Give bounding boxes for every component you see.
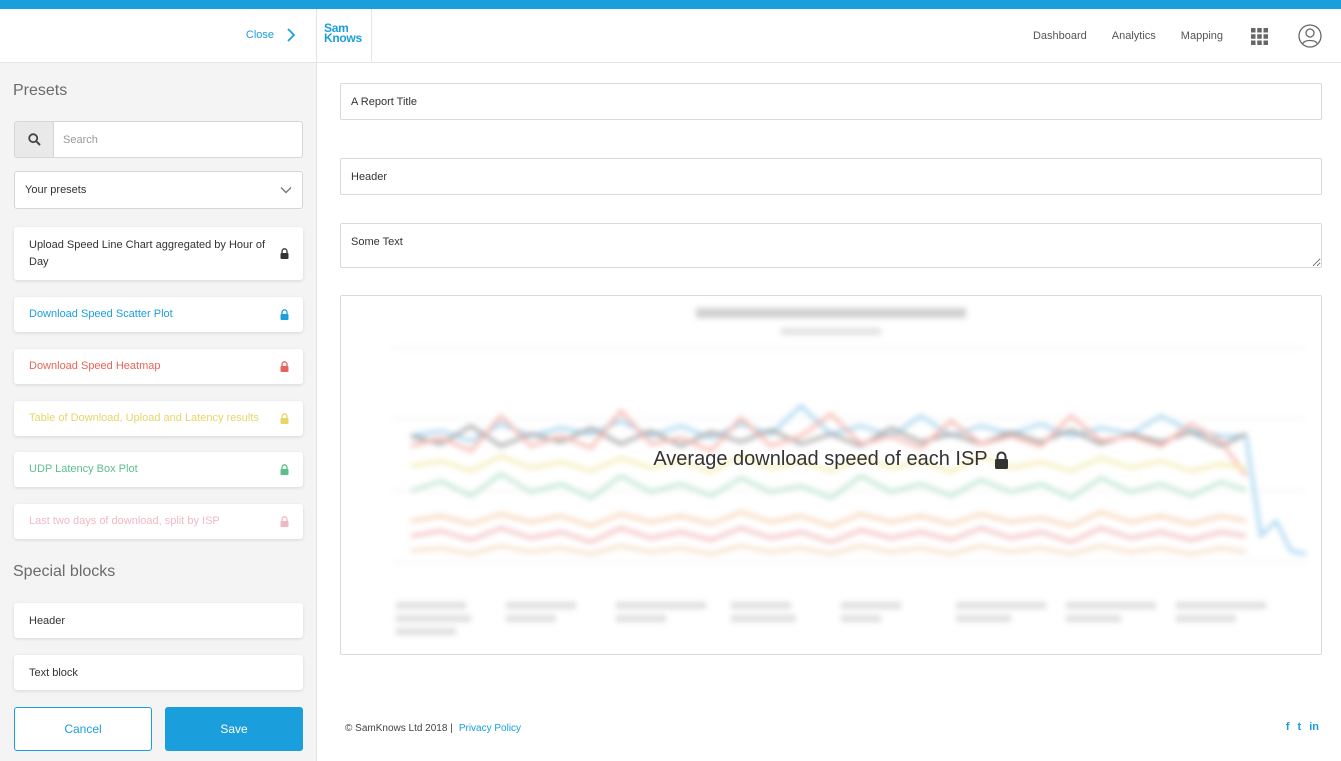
save-button[interactable]: Save (165, 707, 303, 751)
social-links: f t in (1286, 721, 1319, 733)
text-block-textarea[interactable]: Some Text (340, 223, 1322, 268)
preset-item[interactable]: Last two days of download, split by ISP (14, 504, 303, 539)
chevron-down-icon (280, 187, 292, 194)
linkedin-icon[interactable]: in (1309, 721, 1319, 733)
special-blocks-heading: Special blocks (13, 563, 116, 580)
top-accent-stripe (0, 0, 1341, 9)
preset-label: Upload Speed Line Chart aggregated by Ho… (29, 238, 266, 268)
logo-line: Sam (324, 21, 349, 35)
preset-item[interactable]: Download Speed Heatmap (14, 349, 303, 384)
chart-title: Average download speed of each ISP (653, 448, 988, 470)
search-input[interactable] (53, 121, 303, 158)
presets-heading: Presets (13, 82, 68, 99)
lock-icon (280, 413, 289, 424)
facebook-icon[interactable]: f (1285, 721, 1290, 733)
preset-label: Download Speed Heatmap (29, 360, 161, 372)
lock-icon (280, 309, 289, 320)
nav-dashboard[interactable]: Dashboard (1032, 30, 1087, 42)
logo-line: Knows (324, 31, 362, 45)
copyright-text: © SamKnows Ltd 2018 | (345, 723, 453, 734)
apps-grid-icon[interactable] (1251, 27, 1268, 45)
lock-icon (280, 248, 289, 259)
sidebar-header: Close (0, 9, 316, 63)
top-header: Sam Knows Dashboard Analytics Mapping (317, 9, 1341, 63)
report-title-input[interactable] (340, 83, 1322, 120)
preset-item[interactable]: Upload Speed Line Chart aggregated by Ho… (14, 227, 303, 280)
nav-analytics[interactable]: Analytics (1111, 30, 1156, 42)
preset-item[interactable]: UDP Latency Box Plot (14, 452, 303, 487)
chart-block[interactable]: Average download speed of each ISP (340, 295, 1322, 655)
twitter-icon[interactable]: t (1297, 721, 1302, 733)
lock-icon (280, 516, 289, 527)
special-block-text[interactable]: Text block (14, 655, 303, 690)
lock-icon (280, 464, 289, 475)
preset-label: UDP Latency Box Plot (29, 463, 138, 475)
preset-search (14, 121, 303, 158)
search-button[interactable] (14, 121, 53, 158)
presets-select[interactable]: Your presets (14, 171, 303, 209)
privacy-policy-link[interactable]: Privacy Policy (458, 723, 522, 734)
block-label: Header (29, 614, 66, 627)
special-block-header[interactable]: Header (14, 603, 303, 638)
main-nav: Dashboard Analytics Mapping (1033, 9, 1341, 63)
presets-sidebar: Close Presets Your presets Upload Speed … (0, 9, 317, 761)
lock-icon (280, 361, 289, 372)
presets-select-value: Your presets (25, 184, 87, 196)
footer: © SamKnows Ltd 2018 | Privacy Policy (345, 723, 521, 734)
nav-mapping[interactable]: Mapping (1180, 30, 1223, 42)
user-account-icon[interactable] (1298, 24, 1322, 48)
preset-label: Table of Download, Upload and Latency re… (29, 412, 259, 424)
preset-item[interactable]: Table of Download, Upload and Latency re… (14, 401, 303, 436)
samknows-logo[interactable]: Sam Knows (317, 9, 372, 62)
preset-item[interactable]: Download Speed Scatter Plot (14, 297, 303, 332)
search-icon (27, 133, 41, 146)
blurred-chart-preview (391, 308, 1307, 635)
chart-locked-title: Average download speed of each ISP (341, 448, 1321, 471)
header-input[interactable] (340, 158, 1322, 195)
cancel-button[interactable]: Cancel (14, 707, 152, 751)
preset-label: Last two days of download, split by ISP (29, 515, 220, 527)
chevron-right-icon (287, 28, 296, 42)
lock-icon (994, 451, 1008, 469)
preset-label: Download Speed Scatter Plot (29, 308, 173, 320)
block-label: Text block (29, 666, 78, 679)
close-label: Close (245, 29, 274, 41)
close-sidebar-button[interactable]: Close (246, 28, 296, 42)
